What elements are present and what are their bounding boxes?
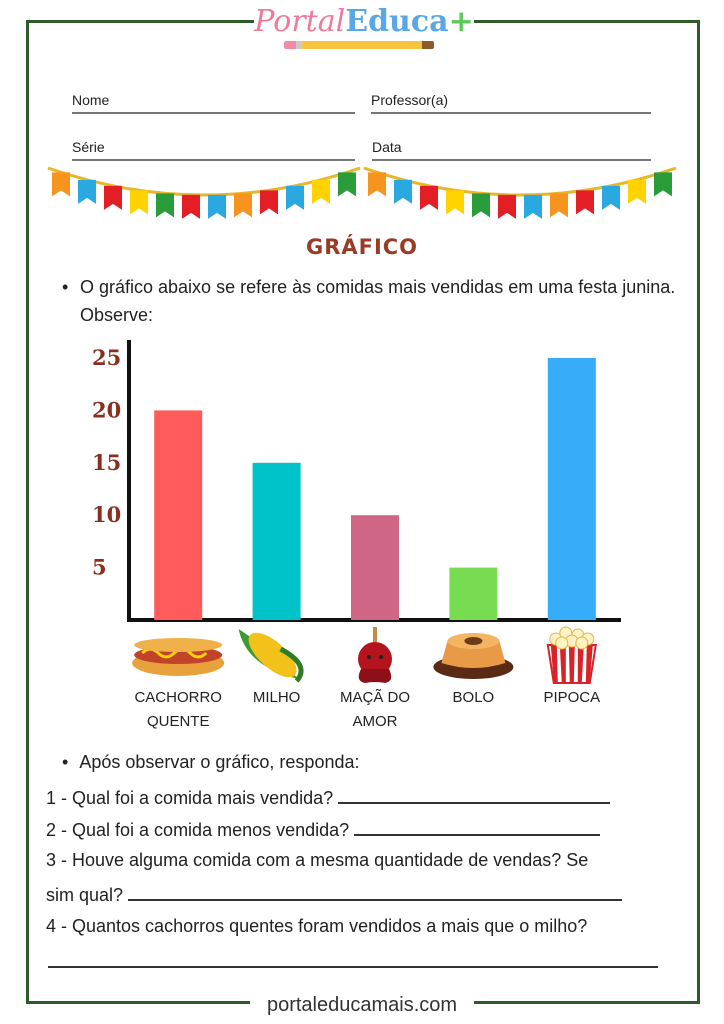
teacher-field[interactable]: Professor(a)	[371, 92, 651, 114]
bunting-flag	[420, 185, 438, 210]
category-label: QUENTE	[147, 713, 210, 730]
bunting-flag	[182, 194, 200, 219]
bar	[547, 358, 596, 620]
logo-plus-text: +	[448, 4, 474, 39]
question-1-text: 1 - Qual foi a comida mais vendida?	[46, 788, 334, 808]
hotdog-icon	[132, 638, 225, 676]
bunting-flag	[654, 172, 672, 197]
date-line	[372, 159, 651, 161]
y-tick-label: 5	[92, 555, 107, 580]
festa-junina-bunting	[47, 166, 677, 219]
question-4: 4 - Quantos cachorros quentes foram vend…	[46, 916, 587, 937]
bunting-flag	[550, 193, 568, 218]
bunting-flag	[104, 185, 122, 210]
grade-label: Série	[72, 139, 105, 155]
bar	[154, 410, 203, 620]
bunting-flag	[498, 194, 516, 219]
grade-line	[72, 159, 355, 161]
question-4-text: 4 - Quantos cachorros quentes foram vend…	[46, 916, 588, 936]
answer-4-line[interactable]	[48, 966, 658, 968]
cake-icon	[433, 633, 514, 679]
question-2-text: 2 - Qual foi a comida menos vendida?	[46, 820, 350, 840]
answer-3-line[interactable]	[128, 883, 623, 901]
portal-educa-logo: PortalEduca+	[254, 4, 474, 54]
bunting-flag	[338, 172, 356, 197]
y-tick-label: 25	[92, 345, 121, 370]
teacher-line	[371, 112, 651, 114]
corn-icon	[238, 629, 304, 683]
bunting-flag	[472, 193, 490, 218]
bar	[351, 515, 399, 620]
question-1: 1 - Qual foi a comida mais vendida?	[46, 786, 611, 809]
bunting-flag	[576, 190, 594, 215]
instructions-paragraph: • Após observar o gráfico, responda:	[62, 752, 360, 773]
category-label: AMOR	[353, 713, 398, 730]
logo-portal-text: Portal	[254, 4, 346, 39]
category-label: BOLO	[453, 689, 495, 706]
question-3: 3 - Houve alguma comida com a mesma quan…	[46, 850, 588, 871]
bar-chart: 5 10 15 20 25 CACHORRO QUENTE MILHO MAÇÃ DO AMOR…	[92, 340, 621, 730]
bunting-flag	[156, 193, 174, 218]
bunting-flag	[52, 172, 70, 197]
bunting-flag	[628, 179, 646, 204]
popcorn-icon	[546, 626, 597, 684]
bunting-flag	[524, 194, 542, 219]
answer-1-line[interactable]	[338, 786, 611, 804]
question-3-text-a: 3 - Houve alguma comida com a mesma quan…	[46, 850, 589, 870]
date-field[interactable]: Data	[372, 139, 651, 161]
bunting-flag	[208, 194, 226, 219]
intro-bullet: •	[62, 277, 69, 297]
question-3-text-b: sim qual?	[46, 885, 124, 905]
bunting-flag	[368, 172, 386, 197]
bunting-flag	[78, 179, 96, 204]
question-3-continued: sim qual?	[46, 883, 623, 906]
y-tick-label: 15	[92, 450, 121, 475]
question-2: 2 - Qual foi a comida menos vendida?	[46, 818, 601, 841]
bunting-flag	[446, 190, 464, 215]
intro-paragraph: • O gráfico abaixo se refere às comidas …	[62, 273, 682, 329]
bar	[449, 567, 498, 620]
bunting-flag	[130, 190, 148, 215]
bunting-flag	[260, 190, 278, 215]
footer-url: portaleducamais.com	[266, 994, 458, 1016]
answer-2-line[interactable]	[354, 818, 601, 836]
name-label: Nome	[72, 92, 110, 108]
teacher-label: Professor(a)	[371, 92, 449, 108]
category-label: PIPOCA	[543, 689, 600, 706]
worksheet-title: GRÁFICO	[305, 235, 419, 259]
bar	[252, 462, 301, 620]
grade-field[interactable]: Série	[72, 139, 355, 161]
category-label: MILHO	[253, 689, 301, 706]
y-tick-label: 10	[92, 502, 121, 527]
logo-educa-text: Educa	[345, 4, 449, 39]
candy-apple-icon	[358, 627, 392, 683]
bunting-flag	[286, 185, 304, 210]
intro-text: O gráfico abaixo se refere às comidas ma…	[80, 277, 676, 325]
instructions-bullet: •	[62, 752, 69, 772]
y-tick-label: 20	[92, 397, 121, 422]
name-line	[72, 112, 355, 114]
pencil-icon	[284, 41, 434, 49]
bunting-flag	[312, 179, 330, 204]
date-label: Data	[372, 139, 402, 155]
instructions-text: Após observar o gráfico, responda:	[79, 752, 360, 772]
bunting-flag	[394, 179, 412, 204]
category-label: MAÇÃ DO	[340, 689, 410, 706]
footer: portaleducamais.com	[250, 991, 474, 1019]
bunting-flag	[234, 193, 252, 218]
name-field[interactable]: Nome	[72, 92, 355, 114]
bunting-flag	[602, 185, 620, 210]
category-label: CACHORRO	[134, 689, 222, 706]
